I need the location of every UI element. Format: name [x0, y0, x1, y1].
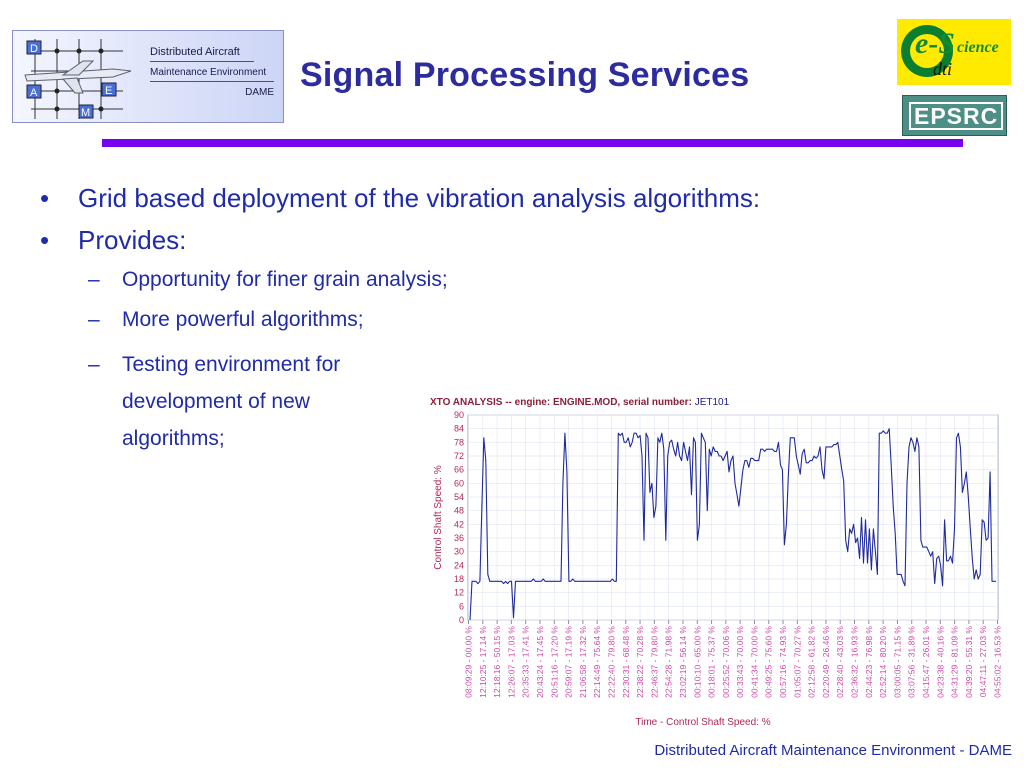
plot-area [467, 414, 999, 621]
x-tick-label: 02:12:58 - 61.82 % [807, 626, 817, 698]
y-tick-label: 0 [459, 615, 464, 625]
escience-cience-text: cience [957, 39, 999, 56]
x-tick-label: 04:15:47 - 26.01 % [921, 626, 931, 698]
y-axis-label: Control Shaft Speed: % [433, 465, 444, 570]
dash-icon: – [88, 353, 100, 376]
x-tick-label: 22:14:49 - 75.64 % [592, 626, 602, 698]
x-tick-label: 02:52:14 - 80.20 % [878, 626, 888, 698]
x-tick-label: 00:33:43 - 70.00 % [735, 626, 745, 698]
title-underline [102, 139, 963, 147]
epsrc-logo-text: EPSRC [909, 102, 1004, 130]
x-tick-label: 00:41:34 - 70.00 % [749, 626, 759, 698]
x-tick-label: 12:18:16 - 50.15 % [492, 626, 502, 698]
x-tick-label: 08:09:29 - 00.00 % [464, 626, 474, 698]
x-tick-label: 02:28:40 - 43.03 % [835, 626, 845, 698]
y-tick-label: 24 [454, 560, 464, 570]
bullet-list: • Grid based deployment of the vibration… [40, 180, 840, 457]
vibration-chart-svg: XTO ANALYSIS -- engine: ENGINE.MOD, seri… [430, 397, 1003, 728]
escience-seal-icon [901, 25, 953, 77]
y-tick-label: 90 [454, 410, 464, 420]
x-tick-label: 20:51:16 - 17.20 % [549, 626, 559, 698]
x-tick-label: 22:38:22 - 70.28 % [635, 626, 645, 698]
vibration-chart: XTO ANALYSIS -- engine: ENGINE.MOD, seri… [428, 393, 1004, 728]
chart-title: XTO ANALYSIS -- engine: ENGINE.MOD, seri… [430, 397, 730, 408]
bullet-item: • Provides: [40, 222, 840, 258]
logo-node-d: D [30, 43, 38, 55]
x-tick-label: 20:59:07 - 17.19 % [564, 626, 574, 698]
series-line [469, 428, 996, 621]
escience-e-text: e-S [915, 27, 955, 60]
x-tick-label: 22:54:28 - 71.98 % [664, 626, 674, 698]
x-tick-label: 02:36:32 - 16.93 % [850, 626, 860, 698]
x-tick-label: 12:26:07 - 17.03 % [506, 626, 516, 698]
x-tick-label: 12:10:25 - 17.14 % [478, 626, 488, 698]
bullet-dot-icon: • [40, 225, 50, 255]
sub-bullet-item: – More powerful algorithms; [40, 306, 840, 334]
bullet-text: Provides: [78, 225, 187, 255]
x-tick-label: 22:46:37 - 79.80 % [649, 626, 659, 698]
x-tick-label: 20:35:33 - 17.41 % [521, 626, 531, 698]
x-tick-label: 21:06:58 - 17.32 % [578, 626, 588, 698]
logo-line-2: Maintenance Environment [150, 65, 274, 82]
escience-dti-text: dti [933, 59, 953, 79]
y-tick-label: 72 [454, 451, 464, 461]
y-tick-label: 66 [454, 465, 464, 475]
sub-bullet-text: More powerful algorithms; [122, 308, 364, 331]
x-tick-label: 04:39:20 - 55.31 % [964, 626, 974, 698]
y-tick-label: 30 [454, 547, 464, 557]
logo-node-e: E [105, 85, 112, 97]
sub-bullet-text: Testing environment for development of n… [122, 353, 341, 450]
x-tick-label: 02:20:49 - 26.46 % [821, 626, 831, 698]
dash-icon: – [88, 268, 100, 291]
y-tick-label: 48 [454, 506, 464, 516]
logo-caption: Distributed Aircraft Maintenance Environ… [150, 45, 278, 100]
x-tick-label: 04:31:29 - 81.09 % [950, 626, 960, 698]
y-tick-label: 84 [454, 424, 464, 434]
logo-node-a: A [30, 87, 38, 99]
x-axis-label: Time - Control Shaft Speed: % [635, 717, 770, 728]
x-tick-label: 04:23:38 - 40.16 % [935, 626, 945, 698]
epsrc-logo: EPSRC [902, 95, 1007, 136]
dash-icon: – [88, 308, 100, 331]
x-tick-label: 04:47:11 - 27.03 % [978, 626, 988, 698]
sub-bullet-item: – Opportunity for finer grain analysis; [40, 266, 840, 294]
x-tick-label: 00:57:16 - 74.93 % [778, 626, 788, 698]
x-tick-label: 01:05:07 - 70.27 % [792, 626, 802, 698]
bullet-text: Grid based deployment of the vibration a… [78, 183, 761, 213]
y-tick-label: 78 [454, 437, 464, 447]
sub-bullet-item: – Testing environment for development of… [40, 346, 362, 457]
y-tick-label: 42 [454, 519, 464, 529]
x-tick-label: 00:25:52 - 70.06 % [721, 626, 731, 698]
logo-node-m: M [81, 107, 90, 119]
y-tick-label: 60 [454, 478, 464, 488]
slide-footer: Distributed Aircraft Maintenance Environ… [654, 742, 1012, 759]
x-tick-label: 22:22:40 - 79.80 % [606, 626, 616, 698]
x-tick-label: 03:07:56 - 31.89 % [907, 626, 917, 698]
aircraft-grid-logo: D A E M [24, 39, 132, 119]
slide-title: Signal Processing Services [300, 56, 750, 94]
escience-dti-logo: e-S cience dti [897, 19, 1011, 85]
sub-bullet-text: Opportunity for finer grain analysis; [122, 268, 448, 291]
y-tick-label: 12 [454, 588, 464, 598]
y-tick-label: 36 [454, 533, 464, 543]
dame-logo: D A E M Distributed Aircraft Maintenance… [12, 30, 284, 123]
x-tick-label: 00:18:01 - 75.37 % [707, 626, 717, 698]
x-tick-label: 20:43:24 - 17.45 % [535, 626, 545, 698]
x-tick-label: 00:10:10 - 65.00 % [692, 626, 702, 698]
x-tick-label: 00:49:25 - 75.60 % [764, 626, 774, 698]
bullet-dot-icon: • [40, 183, 50, 213]
x-tick-label: 23:02:19 - 56.14 % [678, 626, 688, 698]
x-tick-label: 03:00:05 - 71.15 % [892, 626, 902, 698]
x-tick-label: 04:55:02 - 16.53 % [993, 626, 1003, 698]
logo-line-3: DAME [245, 87, 274, 98]
x-tick-label: 02:44:23 - 76.98 % [864, 626, 874, 698]
logo-line-1: Distributed Aircraft [150, 45, 254, 62]
x-tick-label: 22:30:31 - 68.48 % [621, 626, 631, 698]
y-tick-label: 6 [459, 601, 464, 611]
bullet-item: • Grid based deployment of the vibration… [40, 180, 840, 216]
y-tick-label: 54 [454, 492, 464, 502]
y-tick-label: 18 [454, 574, 464, 584]
